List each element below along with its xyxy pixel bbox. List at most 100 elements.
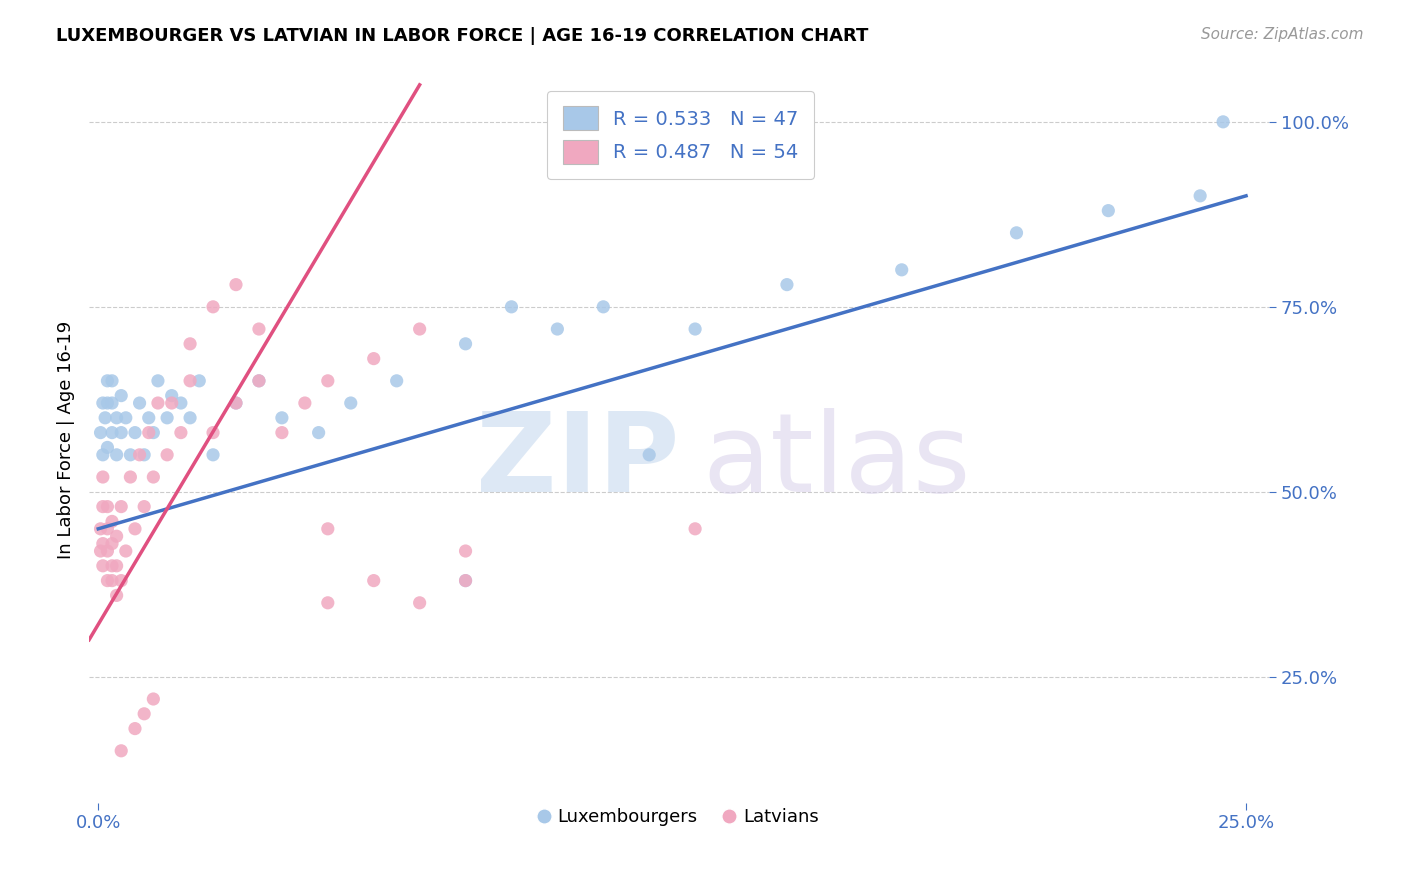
Point — [385, 374, 408, 388]
Point — [339, 396, 361, 410]
Point — [202, 425, 225, 440]
Point — [454, 574, 477, 588]
Text: ZIP: ZIP — [475, 409, 679, 516]
Point — [202, 300, 225, 314]
Point — [247, 374, 270, 388]
Point — [138, 410, 160, 425]
Point — [225, 277, 247, 292]
Point — [247, 322, 270, 336]
Point — [120, 448, 142, 462]
Text: atlas: atlas — [703, 409, 972, 516]
Point — [90, 544, 112, 558]
Point — [91, 500, 114, 514]
Point — [91, 536, 114, 550]
Point — [316, 374, 339, 388]
Point — [408, 596, 430, 610]
Point — [142, 470, 165, 484]
Point — [91, 396, 114, 410]
Point — [776, 277, 799, 292]
Point — [134, 500, 156, 514]
Point — [110, 389, 132, 403]
Point — [454, 544, 477, 558]
Point — [270, 410, 292, 425]
Point — [91, 470, 114, 484]
Point — [247, 374, 270, 388]
Point — [96, 374, 118, 388]
Point — [1189, 189, 1212, 203]
Point — [225, 396, 247, 410]
Y-axis label: In Labor Force | Age 16-19: In Labor Force | Age 16-19 — [58, 321, 75, 559]
Point — [179, 336, 201, 351]
Point — [94, 410, 117, 425]
Point — [454, 336, 477, 351]
Point — [683, 522, 706, 536]
Point — [363, 574, 385, 588]
Point — [91, 558, 114, 573]
Point — [138, 425, 160, 440]
Point — [90, 522, 112, 536]
Point — [890, 262, 912, 277]
Point — [101, 396, 124, 410]
Text: Source: ZipAtlas.com: Source: ZipAtlas.com — [1201, 27, 1364, 42]
Point — [501, 300, 523, 314]
Point — [683, 322, 706, 336]
Point — [101, 374, 124, 388]
Point — [90, 425, 112, 440]
Point — [179, 410, 201, 425]
Point — [308, 425, 330, 440]
Point — [101, 536, 124, 550]
Point — [316, 596, 339, 610]
Point — [105, 448, 128, 462]
Point — [202, 448, 225, 462]
Point — [170, 425, 193, 440]
Point — [114, 410, 136, 425]
Point — [110, 744, 132, 758]
Point — [101, 558, 124, 573]
Point — [96, 574, 118, 588]
Point — [110, 500, 132, 514]
Point — [546, 322, 568, 336]
Point — [105, 529, 128, 543]
Point — [124, 722, 146, 736]
Point — [1005, 226, 1028, 240]
Point — [96, 544, 118, 558]
Point — [120, 470, 142, 484]
Point — [408, 322, 430, 336]
Point — [105, 588, 128, 602]
Point — [124, 425, 146, 440]
Point — [592, 300, 614, 314]
Point — [101, 515, 124, 529]
Point — [638, 448, 661, 462]
Point — [142, 692, 165, 706]
Point — [170, 396, 193, 410]
Point — [134, 706, 156, 721]
Point — [128, 448, 150, 462]
Point — [146, 374, 169, 388]
Point — [101, 425, 124, 440]
Point — [128, 396, 150, 410]
Point — [134, 448, 156, 462]
Point — [1212, 115, 1234, 129]
Point — [101, 574, 124, 588]
Point — [114, 544, 136, 558]
Point — [156, 448, 179, 462]
Point — [96, 441, 118, 455]
Point — [96, 522, 118, 536]
Point — [124, 522, 146, 536]
Point — [294, 396, 316, 410]
Point — [105, 558, 128, 573]
Point — [96, 500, 118, 514]
Point — [142, 425, 165, 440]
Point — [160, 396, 183, 410]
Point — [146, 396, 169, 410]
Point — [96, 396, 118, 410]
Point — [454, 574, 477, 588]
Point — [363, 351, 385, 366]
Point — [270, 425, 292, 440]
Text: LUXEMBOURGER VS LATVIAN IN LABOR FORCE | AGE 16-19 CORRELATION CHART: LUXEMBOURGER VS LATVIAN IN LABOR FORCE |… — [56, 27, 869, 45]
Point — [316, 522, 339, 536]
Legend: Luxembourgers, Latvians: Luxembourgers, Latvians — [533, 801, 825, 833]
Point — [110, 425, 132, 440]
Point — [91, 448, 114, 462]
Point — [225, 396, 247, 410]
